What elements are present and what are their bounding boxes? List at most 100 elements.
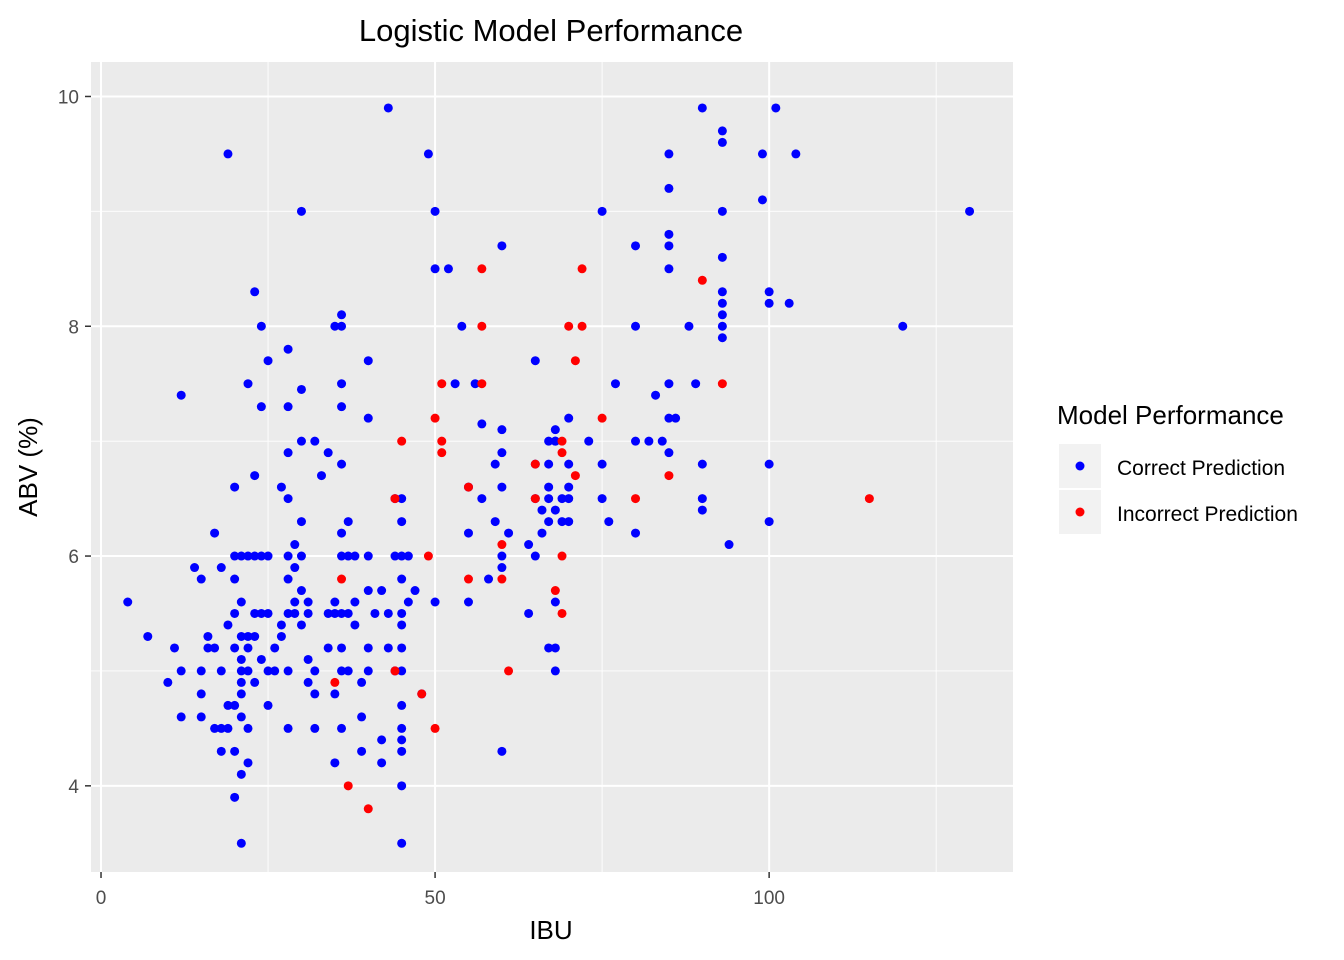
correct-prediction-point bbox=[230, 574, 240, 584]
correct-prediction-point bbox=[397, 574, 407, 584]
correct-prediction-point bbox=[757, 149, 767, 159]
correct-prediction-point bbox=[317, 471, 326, 481]
correct-prediction-point bbox=[243, 758, 253, 768]
correct-prediction-point bbox=[243, 379, 253, 389]
correct-prediction-point bbox=[697, 505, 707, 515]
correct-prediction-point bbox=[236, 666, 246, 676]
correct-prediction-point bbox=[597, 206, 607, 216]
correct-prediction-point bbox=[564, 482, 574, 492]
correct-prediction-point bbox=[791, 149, 801, 159]
correct-prediction-point bbox=[470, 379, 480, 389]
correct-prediction-point bbox=[397, 517, 407, 527]
correct-prediction-point bbox=[717, 287, 727, 297]
correct-prediction-point bbox=[484, 574, 494, 584]
correct-prediction-point bbox=[664, 413, 674, 423]
correct-prediction-point bbox=[764, 517, 774, 527]
correct-prediction-point bbox=[497, 448, 507, 458]
x-tick-label: 50 bbox=[425, 888, 446, 909]
correct-prediction-point bbox=[490, 459, 500, 469]
correct-prediction-point bbox=[230, 608, 240, 618]
correct-prediction-point bbox=[337, 402, 347, 412]
correct-prediction-point bbox=[397, 620, 407, 630]
correct-prediction-point bbox=[290, 597, 300, 607]
incorrect-prediction-point bbox=[557, 448, 567, 458]
correct-prediction-point bbox=[196, 689, 206, 699]
correct-prediction-point bbox=[310, 689, 320, 699]
correct-prediction-point bbox=[537, 505, 547, 515]
correct-prediction-point bbox=[230, 482, 240, 492]
correct-prediction-point bbox=[383, 643, 393, 653]
x-tick-label: 0 bbox=[96, 888, 107, 909]
incorrect-prediction-point bbox=[577, 321, 587, 331]
correct-prediction-point bbox=[337, 528, 347, 538]
correct-prediction-point bbox=[403, 551, 413, 561]
correct-prediction-point bbox=[497, 563, 507, 573]
incorrect-prediction-point bbox=[430, 413, 440, 423]
correct-prediction-point bbox=[363, 666, 373, 676]
incorrect-prediction-point bbox=[564, 321, 574, 331]
correct-prediction-point bbox=[250, 677, 260, 687]
correct-prediction-point bbox=[557, 494, 567, 504]
correct-prediction-point bbox=[230, 792, 240, 802]
correct-prediction-point bbox=[303, 677, 313, 687]
correct-prediction-point bbox=[216, 666, 226, 676]
incorrect-prediction-point bbox=[437, 448, 447, 458]
correct-prediction-point bbox=[604, 517, 614, 527]
correct-prediction-point bbox=[363, 643, 373, 653]
correct-prediction-point bbox=[283, 723, 293, 733]
data-points bbox=[123, 103, 975, 848]
correct-prediction-point bbox=[283, 666, 293, 676]
correct-prediction-point bbox=[357, 712, 367, 722]
correct-prediction-point bbox=[664, 149, 674, 159]
correct-prediction-point bbox=[330, 608, 340, 618]
correct-prediction-point bbox=[631, 528, 641, 538]
incorrect-prediction-point bbox=[717, 379, 727, 389]
correct-prediction-point bbox=[343, 666, 353, 676]
correct-prediction-point bbox=[664, 379, 674, 389]
correct-prediction-point bbox=[544, 459, 554, 469]
legend: Model Performance Correct Prediction Inc… bbox=[1057, 400, 1298, 534]
correct-prediction-point bbox=[337, 643, 347, 653]
correct-prediction-point bbox=[544, 643, 554, 653]
correct-prediction-point bbox=[383, 103, 393, 113]
correct-prediction-point bbox=[230, 700, 240, 710]
incorrect-prediction-point bbox=[430, 723, 440, 733]
correct-prediction-point bbox=[256, 608, 266, 618]
correct-prediction-point bbox=[544, 436, 554, 446]
correct-prediction-point bbox=[343, 608, 353, 618]
correct-prediction-point bbox=[337, 379, 347, 389]
correct-prediction-point bbox=[210, 643, 220, 653]
correct-prediction-point bbox=[377, 735, 387, 745]
correct-prediction-point bbox=[203, 631, 213, 641]
correct-prediction-point bbox=[216, 746, 226, 756]
correct-prediction-point bbox=[323, 448, 333, 458]
correct-prediction-point bbox=[230, 643, 240, 653]
grid-lines bbox=[91, 62, 1013, 872]
correct-prediction-point bbox=[296, 551, 306, 561]
correct-prediction-point bbox=[263, 700, 273, 710]
correct-prediction-point bbox=[163, 677, 173, 687]
correct-prediction-point bbox=[550, 666, 560, 676]
correct-prediction-point bbox=[717, 298, 727, 308]
correct-prediction-point bbox=[256, 402, 266, 412]
correct-prediction-point bbox=[350, 620, 360, 630]
incorrect-prediction-point bbox=[557, 436, 567, 446]
correct-prediction-point bbox=[965, 206, 975, 216]
correct-prediction-point bbox=[477, 494, 487, 504]
correct-prediction-point bbox=[377, 758, 387, 768]
correct-prediction-point bbox=[236, 597, 246, 607]
correct-prediction-point bbox=[557, 517, 567, 527]
correct-prediction-point bbox=[256, 654, 266, 664]
correct-prediction-point bbox=[457, 321, 467, 331]
correct-prediction-point bbox=[310, 666, 320, 676]
correct-prediction-point bbox=[450, 379, 460, 389]
correct-prediction-point bbox=[143, 631, 153, 641]
correct-prediction-point bbox=[296, 517, 306, 527]
x-tick-label: 100 bbox=[753, 888, 785, 909]
correct-prediction-point bbox=[196, 712, 206, 722]
correct-prediction-point bbox=[497, 551, 507, 561]
incorrect-prediction-point bbox=[363, 804, 373, 814]
correct-prediction-point bbox=[330, 758, 340, 768]
correct-prediction-point bbox=[671, 413, 681, 423]
correct-prediction-point bbox=[697, 459, 707, 469]
